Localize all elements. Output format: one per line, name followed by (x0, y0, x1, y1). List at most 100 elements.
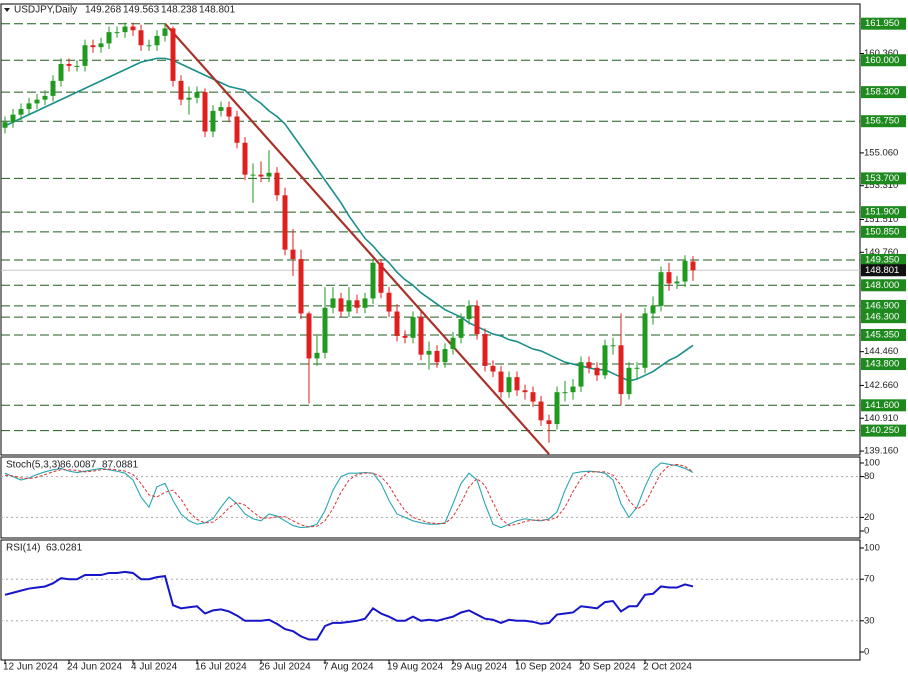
level-label: 140.250 (865, 425, 899, 436)
level-label: 153.700 (865, 173, 899, 184)
panel-frame (0, 3, 861, 456)
menu-triangle[interactable] (4, 8, 10, 12)
indicator-title: Stoch(5,3,3) (6, 460, 60, 471)
y-tick-label: 142.660 (864, 380, 898, 391)
header-close: 148.801 (199, 5, 236, 16)
candle-body (538, 401, 544, 421)
candle-body (378, 262, 384, 293)
candle-body (362, 298, 368, 308)
candle-body (658, 272, 664, 306)
candle-body (458, 319, 464, 338)
x-tick-label: 20 Sep 2024 (579, 662, 636, 673)
candle-body (522, 390, 528, 393)
level-label: 143.800 (865, 359, 899, 370)
candle-body (10, 114, 16, 123)
y-tick-label: 155.060 (864, 147, 898, 158)
x-tick-label: 29 Aug 2024 (451, 662, 508, 673)
last-price-label: 148.801 (865, 265, 899, 276)
level-label-box (861, 115, 906, 128)
candle-body (322, 307, 328, 353)
candle-body (570, 386, 576, 393)
y-tick-label: 151.510 (864, 214, 898, 225)
candle-body (162, 28, 168, 36)
x-tick-label: 7 Aug 2024 (323, 662, 374, 673)
y-tick-label: 160.360 (864, 48, 898, 59)
candle-body (650, 305, 656, 314)
candle-body (602, 345, 608, 376)
candle-body (642, 313, 648, 368)
x-tick-label: 19 Aug 2024 (387, 662, 444, 673)
candle-body (474, 305, 480, 335)
candle-body (530, 392, 536, 402)
x-tick-label: 12 Jun 2024 (3, 662, 58, 673)
candle-body (306, 313, 312, 359)
y-tick-label: 149.760 (864, 247, 898, 258)
level-label: 161.950 (865, 18, 899, 29)
candle-body (138, 30, 144, 46)
candle-body (210, 110, 216, 132)
candle-body (58, 64, 64, 81)
candle-body (346, 300, 352, 312)
candle-body (34, 99, 40, 104)
candle-body (218, 107, 224, 111)
candle-body (74, 65, 80, 67)
candle-body (290, 249, 296, 260)
candle-body (506, 377, 512, 393)
candle-body (330, 298, 336, 308)
candle-body (226, 107, 232, 117)
x-tick-label: 16 Jul 2024 (195, 662, 247, 673)
candle-body (282, 195, 288, 250)
candle-body (674, 281, 680, 284)
candle-body (122, 26, 128, 33)
level-label-box (861, 206, 906, 219)
level-label: 156.750 (865, 116, 899, 127)
candle-body (354, 300, 360, 308)
candle-body (394, 311, 400, 336)
header-high: 149.563 (123, 5, 160, 16)
level-label-box (861, 279, 906, 292)
candle-body (186, 97, 192, 100)
candle-body (170, 28, 176, 81)
candle-body (130, 26, 136, 31)
indicator-line (4, 463, 694, 528)
candle-body (266, 172, 272, 177)
candle-body (42, 95, 48, 100)
level-label-box (861, 299, 906, 312)
candle-body (194, 92, 200, 98)
candle-body (98, 43, 104, 48)
level-label: 148.000 (865, 280, 899, 291)
y-tick-label: 100 (864, 543, 880, 554)
y-tick-label: 0 (864, 526, 869, 537)
candle-body (418, 317, 424, 355)
candle-body (682, 260, 688, 282)
level-label: 151.900 (865, 207, 899, 218)
chart-title: USDJPY,Daily (14, 5, 77, 16)
candle-body (554, 392, 560, 425)
level-label: 146.900 (865, 300, 899, 311)
candle-body (666, 272, 672, 284)
candle-body (434, 350, 440, 363)
candle-body (250, 174, 256, 176)
candle-body (82, 45, 88, 66)
x-tick-label: 4 Jul 2024 (131, 662, 178, 673)
candle-body (154, 35, 160, 46)
candle-body (482, 334, 488, 366)
candle-body (442, 349, 448, 363)
candle-body (66, 64, 72, 66)
indicator-title: RSI(14) (6, 543, 40, 554)
y-tick-label: 144.460 (864, 346, 898, 357)
candle-body (586, 362, 592, 368)
level-label: 150.850 (865, 226, 899, 237)
y-tick-label: 80 (864, 471, 875, 482)
candle-body (690, 261, 696, 271)
candle-body (242, 142, 248, 175)
level-label-box (861, 328, 906, 341)
y-tick-label: 0 (864, 647, 869, 658)
level-label-box (861, 54, 906, 67)
candle-body (298, 259, 304, 314)
candle-body (114, 32, 120, 34)
header-low: 148.238 (161, 5, 198, 16)
candle-body (274, 172, 280, 196)
y-tick-label: 30 (864, 615, 875, 626)
